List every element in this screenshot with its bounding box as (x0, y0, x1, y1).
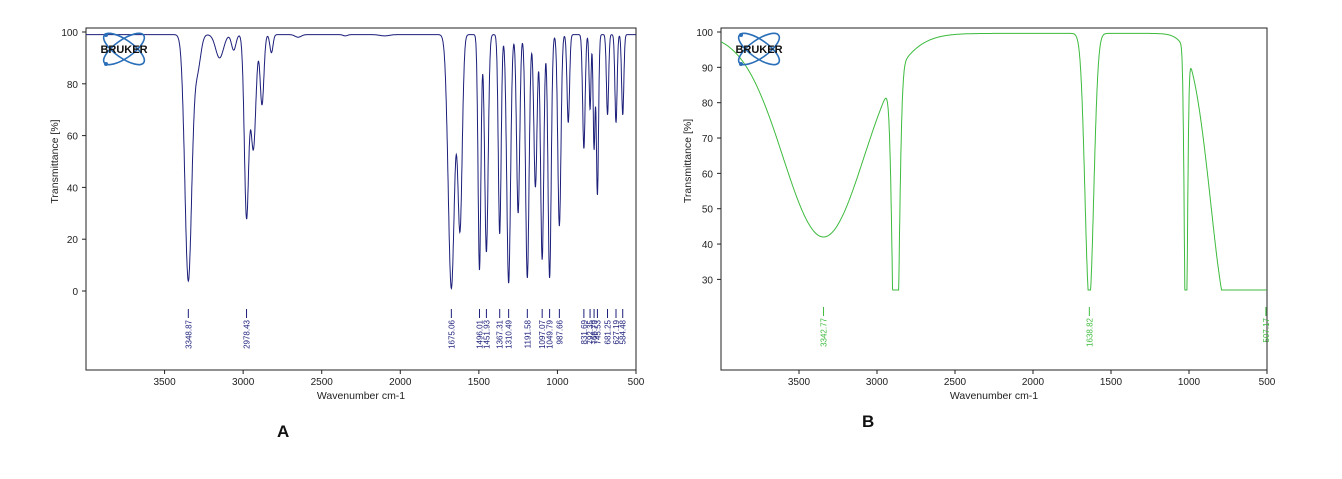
y-tick-label: 80 (67, 80, 79, 91)
x-axis-title: Wavenumber cm-1 (950, 390, 1038, 402)
panel-label-b: B (862, 412, 875, 431)
peak-label: 1675.06 (447, 319, 456, 348)
peak-label: 1191.58 (523, 319, 532, 348)
x-tick-label: 2000 (1022, 377, 1045, 388)
peak-label: 584.48 (619, 319, 628, 344)
bruker-logo: BRUKER (100, 32, 148, 66)
logo-orbit (737, 32, 781, 66)
y-tick-label: 70 (702, 134, 714, 145)
plot-frame (720, 27, 1268, 371)
peak-label: 1049.79 (546, 319, 555, 348)
y-tick-label: 80 (702, 99, 714, 110)
y-tick-label: 100 (61, 28, 78, 39)
peak-label: 3342.77 (820, 317, 829, 346)
y-tick-label: 60 (702, 169, 714, 180)
peak-label: 1310.49 (505, 319, 514, 348)
x-tick-label: 1500 (468, 377, 491, 388)
ir-spectrum-panel-b: 3500 3000 2500 2000 1500 1000 500 30 40 50 60 70 80 9… (671, 0, 1342, 474)
y-tick-label: 20 (67, 235, 79, 246)
x-tick-label: 500 (628, 377, 645, 388)
logo-dot (739, 62, 743, 66)
y-tick-label: 90 (702, 63, 714, 74)
y-tick-label: 40 (67, 183, 79, 194)
y-tick-label: 40 (702, 240, 714, 251)
peak-label: 745.53 (593, 319, 602, 344)
ir-spectrum-chart-a: 3500 3000 2500 2000 1500 1000 500 0 20 40 60 80 100 W… (49, 27, 645, 402)
peak-label: 987.66 (555, 319, 564, 344)
y-tick-label: 0 (72, 287, 78, 298)
x-tick-label: 3500 (153, 377, 176, 388)
y-tick-label: 50 (702, 205, 714, 216)
plot-frame (85, 27, 637, 371)
peak-label: 627.19 (612, 319, 621, 344)
y-tick-label: 30 (702, 275, 714, 286)
peak-label: 1451.93 (482, 319, 491, 348)
logo-text: BRUKER (735, 44, 782, 56)
logo-text: BRUKER (100, 44, 147, 56)
peak-label: 681.25 (604, 319, 613, 344)
x-tick-label: 3000 (232, 377, 255, 388)
x-tick-label: 2500 (944, 377, 967, 388)
x-tick-label: 1000 (1178, 377, 1201, 388)
peak-label: 766.79 (590, 319, 599, 344)
panel-label-a: A (277, 422, 290, 441)
logo-dot (104, 62, 108, 66)
y-axis-title: Transmittance [%] (682, 119, 694, 203)
x-tick-label: 1000 (546, 377, 569, 388)
bruker-logo: BRUKER (735, 32, 783, 66)
logo-dot (739, 33, 743, 37)
y-axis-title: Transmittance [%] (49, 119, 61, 203)
ir-spectrum-panel-a: 3500 3000 2500 2000 1500 1000 500 0 20 40 60 80 100 W… (0, 0, 671, 474)
peak-label: 1367.31 (496, 319, 505, 348)
x-tick-label: 2000 (389, 377, 412, 388)
y-tick-label: 60 (67, 132, 79, 143)
y-tick-label: 100 (696, 28, 713, 39)
peak-label: 1638.82 (1085, 317, 1094, 346)
peak-label: 792.35 (586, 319, 595, 344)
x-tick-label: 2500 (311, 377, 334, 388)
spectrum-line (720, 32, 1267, 291)
peak-label: 1097.07 (538, 319, 547, 348)
logo-dot (104, 33, 108, 37)
x-tick-label: 3000 (866, 377, 889, 388)
peak-label: 1496.01 (475, 319, 484, 348)
x-tick-label: 3500 (788, 377, 811, 388)
spectrum-line (86, 34, 636, 290)
x-tick-label: 1500 (1100, 377, 1123, 388)
x-tick-label: 500 (1259, 377, 1276, 388)
peak-label: 831.69 (580, 319, 589, 344)
x-axis-title: Wavenumber cm-1 (317, 390, 405, 402)
peak-label: 3348.87 (184, 319, 193, 348)
peak-label: 2978.43 (243, 319, 252, 348)
ir-spectrum-chart-b: 3500 3000 2500 2000 1500 1000 500 30 40 50 60 70 80 9… (682, 27, 1276, 402)
logo-orbit (102, 32, 146, 66)
peak-label: 507.17 (1262, 317, 1271, 342)
